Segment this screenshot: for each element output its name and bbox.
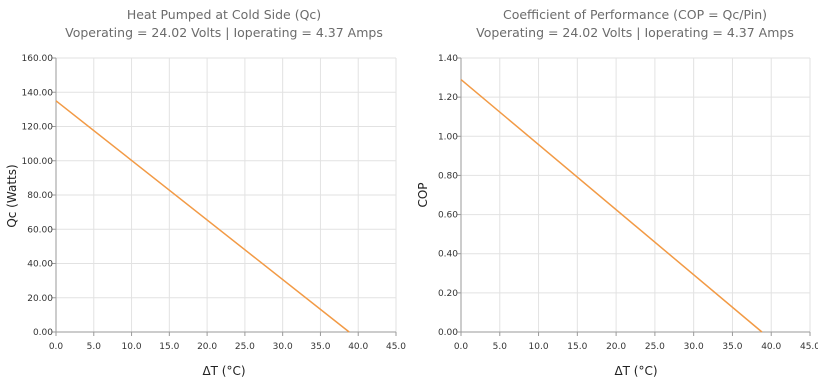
qc-chart-y-tick-label: 0.00 [33, 328, 53, 338]
qc-chart-x-tick-label: 30.0 [273, 342, 293, 352]
cop-chart-x-tick-label: 30.0 [684, 342, 704, 352]
cop-chart-x-ticks: 0.0 5.0 10.0 15.0 20.0 25.0 30.0 35.0 40.0 45.0 [454, 332, 818, 352]
cop-chart-y-tick-label: 1.00 [438, 132, 458, 142]
qc-chart-x-tick-label: 10.0 [122, 342, 142, 352]
cop-chart-grid [461, 57, 811, 332]
qc-chart-y-tick-label: 20.00 [27, 294, 53, 304]
qc-chart-series-line [55, 100, 350, 333]
qc-chart-y-tick-label: 120.00 [22, 123, 54, 133]
qc-chart-y-tick-label: 140.00 [22, 88, 54, 98]
cop-chart-x-tick-label: 25.0 [645, 342, 665, 352]
qc-chart-title: Heat Pumped at Cold Side (Qc) [127, 7, 321, 22]
qc-chart-x-tick-label: 5.0 [87, 342, 102, 352]
cop-chart-x-tick-label: 40.0 [761, 342, 781, 352]
qc-chart-x-tick-label: 35.0 [310, 342, 330, 352]
qc-chart-x-tick-label: 40.0 [348, 342, 368, 352]
cop-chart-x-tick-label: 5.0 [493, 342, 508, 352]
cop-chart-x-axis-label: ΔT (°C) [614, 364, 657, 378]
qc-chart-y-tick-label: 100.00 [22, 157, 54, 167]
cop-chart-y-tick-label: 0.80 [438, 171, 458, 181]
qc-chart-y-tick-label: 40.00 [27, 260, 53, 270]
cop-chart-subtitle: Voperating = 24.02 Volts | Ioperating = … [476, 25, 794, 40]
qc-chart-y-tick-label: 160.00 [22, 54, 54, 64]
cop-chart-x-tick-label: 45.0 [800, 342, 818, 352]
cop-chart-series [460, 78, 763, 333]
cop-chart-title: Coefficient of Performance (COP = Qc/Pin… [503, 7, 767, 22]
qc-chart-x-tick-label: 45.0 [386, 342, 406, 352]
cop-chart: Coefficient of Performance (COP = Qc/Pin… [416, 7, 818, 378]
cop-chart-y-ticks: 0.00 0.20 0.40 0.60 0.80 1.00 1.20 1.40 [438, 54, 461, 338]
cop-chart-y-tick-label: 0.00 [438, 328, 458, 338]
cop-chart-series-line [460, 78, 763, 333]
cop-chart-x-tick-label: 0.0 [454, 342, 469, 352]
qc-chart-x-ticks: 0.0 5.0 10.0 15.0 20.0 25.0 30.0 35.0 40.0 45.0 [49, 332, 406, 352]
cop-chart-x-tick-label: 10.0 [529, 342, 549, 352]
cop-chart-x-tick-label: 35.0 [722, 342, 742, 352]
qc-chart-x-tick-label: 25.0 [235, 342, 255, 352]
qc-chart-grid [56, 57, 397, 332]
cop-chart-y-tick-label: 0.40 [438, 250, 458, 260]
qc-chart-y-axis-label: Qc (Watts) [5, 164, 19, 227]
cop-chart-y-axis-label: COP [416, 182, 430, 207]
qc-chart-x-axis-label: ΔT (°C) [202, 364, 245, 378]
qc-chart-y-tick-label: 80.00 [27, 191, 53, 201]
qc-chart-subtitle: Voperating = 24.02 Volts | Ioperating = … [65, 25, 383, 40]
cop-chart-y-tick-label: 0.20 [438, 289, 458, 299]
cop-chart-y-tick-label: 0.60 [438, 211, 458, 221]
qc-chart-x-tick-label: 15.0 [159, 342, 179, 352]
qc-chart-x-tick-label: 0.0 [49, 342, 64, 352]
cop-chart-x-tick-label: 20.0 [606, 342, 626, 352]
qc-chart-x-tick-label: 20.0 [197, 342, 217, 352]
cop-chart-y-tick-label: 1.20 [438, 93, 458, 103]
qc-chart-y-tick-label: 60.00 [27, 225, 53, 235]
cop-chart-x-tick-label: 15.0 [567, 342, 587, 352]
cop-chart-axes [460, 58, 810, 333]
qc-chart-y-ticks: 0.00 20.00 40.00 60.00 80.00 100.00 120.00 140.… [22, 54, 56, 338]
qc-chart-series [55, 100, 350, 333]
qc-chart: Heat Pumped at Cold Side (Qc) Voperating… [5, 7, 406, 378]
cop-chart-y-tick-label: 1.40 [438, 54, 458, 64]
